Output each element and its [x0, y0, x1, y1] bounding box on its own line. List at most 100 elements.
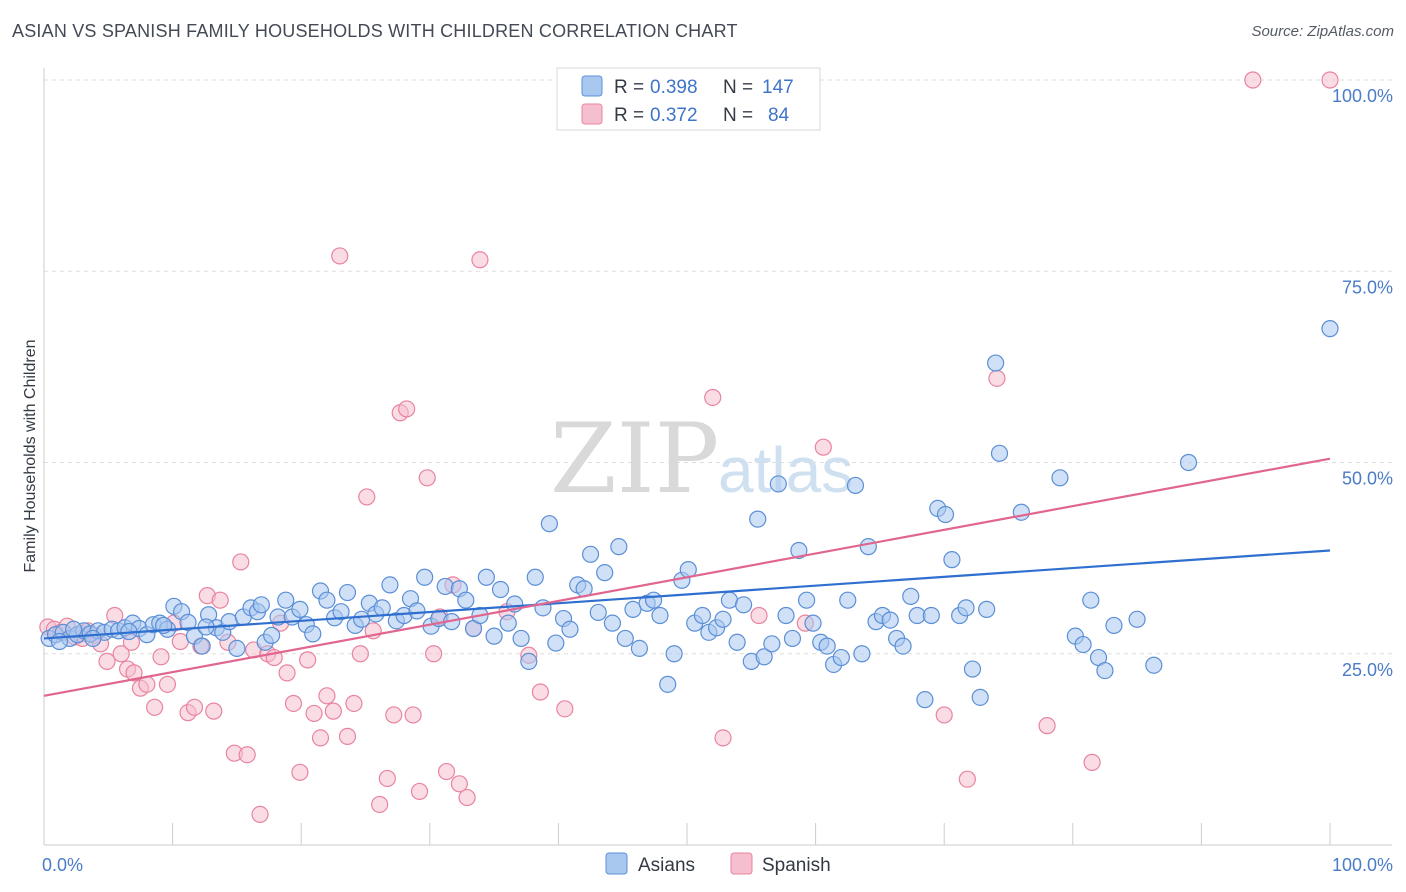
spanish-point: [1244, 71, 1262, 89]
y-tick-label: 75.0%: [1342, 277, 1393, 297]
spanish-point: [345, 694, 363, 713]
spanish-point: [371, 795, 389, 814]
asian-point: [1051, 469, 1069, 487]
asian-point: [338, 583, 357, 602]
asian-point: [485, 627, 503, 645]
asian-point: [526, 568, 544, 586]
spanish-point: [437, 762, 456, 781]
asian-point: [1179, 453, 1198, 472]
spanish-point: [814, 438, 832, 456]
y-tick-label: 50.0%: [1342, 469, 1393, 489]
asian-point: [943, 551, 961, 569]
asian-point: [228, 639, 246, 657]
asian-point: [1082, 591, 1100, 609]
asian-point: [990, 444, 1009, 462]
correlation-legend: R = 0.398 N = 147 R = 0.372 N = 84: [556, 67, 821, 131]
asian-point: [790, 541, 808, 560]
spanish-point: [714, 729, 732, 747]
asian-point: [832, 648, 850, 667]
asian-point: [769, 475, 787, 493]
asian-point: [589, 603, 607, 622]
spanish-point: [378, 769, 396, 788]
asian-point: [616, 629, 634, 648]
asian-point: [561, 620, 579, 638]
spanish-point: [98, 652, 116, 671]
asian-point: [436, 577, 454, 596]
asian-point: [512, 629, 530, 648]
y-tick-label: 25.0%: [1342, 660, 1393, 680]
y-axis-label: Family Households with Children: [22, 340, 39, 573]
asian-point: [491, 580, 510, 599]
spanish-point: [291, 763, 309, 781]
asian-point: [610, 538, 628, 556]
spanish-point: [251, 805, 269, 824]
asian-point: [252, 596, 270, 614]
spanish-point: [305, 704, 323, 723]
asian-point: [978, 600, 996, 618]
asian-point: [1096, 661, 1114, 680]
asian-point: [728, 633, 746, 651]
legend-swatch-asians: [581, 75, 603, 97]
asian-point: [846, 476, 865, 495]
spanish-point: [1083, 753, 1101, 771]
spanish-point: [211, 591, 229, 609]
spanish-point: [471, 251, 489, 269]
spanish-point: [750, 606, 768, 625]
spanish-point: [125, 664, 143, 682]
asian-point: [936, 505, 955, 524]
legend-n-label-spanish: N =: [723, 105, 753, 126]
chart-title: ASIAN VS SPANISH FAMILY HOUSEHOLDS WITH …: [12, 21, 738, 41]
spanish-point: [232, 553, 250, 571]
asian-point: [818, 637, 836, 655]
asian-point: [630, 639, 649, 657]
asian-point: [547, 634, 565, 652]
spanish-point: [531, 683, 549, 701]
asian-point: [408, 602, 426, 620]
asian-point: [581, 545, 600, 563]
asian-point: [64, 620, 83, 638]
asian-point: [659, 675, 677, 693]
spanish-point: [299, 651, 317, 669]
asian-point: [749, 510, 767, 528]
asian-point: [416, 568, 434, 586]
asian-point: [193, 637, 211, 655]
asian-point: [457, 591, 475, 609]
asian-point: [291, 600, 309, 618]
spanish-point: [324, 702, 342, 720]
asian-point: [1321, 320, 1339, 338]
spanish-point: [450, 775, 468, 793]
x-tick-labels: 0.0% 100.0%: [42, 855, 1393, 875]
bottom-legend-swatch-spanish: [730, 852, 753, 875]
spanish-point: [556, 700, 574, 718]
spanish-point: [988, 369, 1006, 387]
asian-point: [277, 591, 295, 609]
asian-point: [734, 596, 753, 614]
spanish-point: [410, 782, 429, 801]
spanish-point: [145, 698, 164, 716]
asian-point: [859, 538, 877, 556]
asian-point: [520, 652, 538, 671]
watermark-atlas: atlas: [718, 434, 853, 506]
spanish-point: [958, 770, 976, 788]
spanish-point: [1038, 717, 1056, 735]
spanish-point: [418, 469, 436, 487]
spanish-point: [935, 706, 953, 724]
legend-r-value-asians: 0.398: [650, 77, 698, 98]
spanish-point: [158, 675, 177, 693]
spanish-point: [351, 645, 369, 663]
y-tick-label: 100.0%: [1332, 86, 1393, 106]
asian-point: [755, 648, 773, 666]
asian-point: [644, 591, 663, 609]
asian-point: [763, 635, 781, 653]
spanish-point: [458, 788, 476, 807]
asian-point: [540, 515, 558, 533]
asian-point: [916, 691, 934, 709]
asians-trend-line: [43, 549, 1331, 640]
asian-point: [963, 660, 982, 678]
trend-lines: [43, 457, 1331, 697]
asian-point: [881, 611, 899, 629]
asian-point: [804, 614, 822, 632]
x-tick-label: 100.0%: [1332, 855, 1393, 875]
spanish-point: [284, 694, 303, 713]
axes: [43, 68, 1392, 846]
